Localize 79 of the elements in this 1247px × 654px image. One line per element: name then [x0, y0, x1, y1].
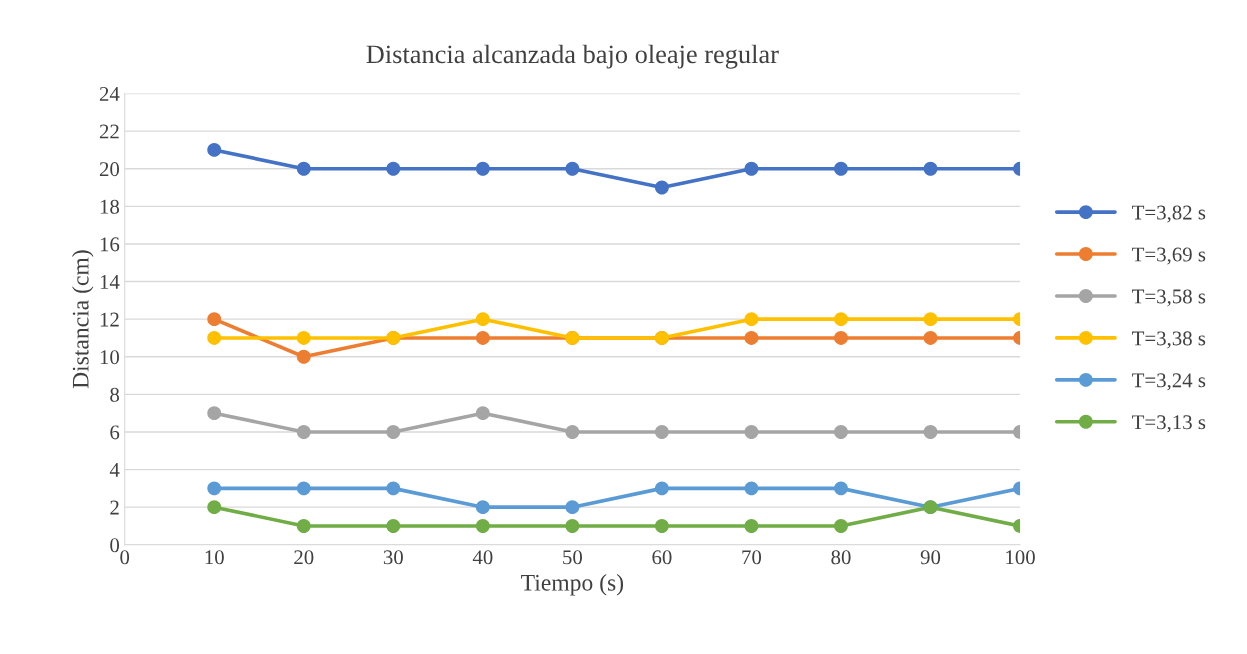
y-axis-title: Distancia (cm) [72, 250, 94, 389]
y-tick-label: 20 [99, 162, 120, 177]
point [207, 406, 222, 421]
point [744, 519, 759, 533]
y-tick-label: 10 [100, 350, 120, 365]
point [565, 161, 580, 176]
legend-label: T=3,82 s [1132, 205, 1206, 223]
x-tick-label: 20 [294, 550, 314, 565]
point [654, 519, 669, 533]
point [923, 425, 938, 439]
point [386, 161, 401, 176]
point [565, 500, 580, 515]
point [207, 142, 222, 157]
x-tick-label: 100 [1006, 550, 1035, 565]
x-tick-label: 10 [205, 550, 224, 565]
point [386, 519, 401, 533]
point [654, 180, 669, 195]
x-tick-label: 80 [831, 550, 851, 565]
point [475, 161, 490, 176]
point [475, 519, 490, 533]
x-tick-label: 70 [742, 550, 762, 565]
y-tick-label: 14 [100, 275, 120, 289]
point [923, 312, 938, 327]
point [386, 481, 401, 496]
point [296, 481, 311, 496]
point [744, 312, 759, 327]
y-tick-label: 8 [110, 387, 120, 402]
point [834, 425, 848, 439]
point [386, 425, 401, 439]
point [744, 161, 759, 176]
legend-label: T=3,13 s [1132, 415, 1206, 433]
point [475, 312, 490, 327]
y-tick-label: 2 [110, 500, 119, 515]
point [834, 481, 848, 496]
point [475, 331, 490, 345]
point [654, 481, 669, 496]
point [834, 331, 848, 345]
x-tick-label: 90 [920, 550, 941, 565]
x-tick-label: 0 [120, 550, 130, 565]
point [207, 331, 222, 345]
point [565, 425, 580, 439]
point [207, 500, 222, 515]
point [654, 425, 669, 439]
y-tick-label: 18 [100, 199, 120, 214]
point [744, 425, 759, 439]
x-tick-label: 60 [652, 550, 672, 565]
y-tick-label: 4 [109, 463, 120, 477]
point [207, 312, 222, 327]
point [475, 500, 490, 515]
point [923, 331, 938, 345]
point [744, 481, 759, 496]
point [207, 481, 222, 496]
legend-label: T=3,69 s [1132, 247, 1206, 265]
y-tick-label: 0 [110, 538, 120, 553]
point [565, 519, 580, 533]
point [475, 406, 490, 421]
legend-label: T=3,38 s [1132, 331, 1206, 349]
point [296, 331, 311, 345]
y-tick-label: 6 [110, 425, 120, 440]
point [834, 161, 848, 176]
chart-title: Distancia alcanzada bajo oleaje regular [366, 44, 779, 69]
legend-label: T=3,58 s [1132, 289, 1206, 307]
point [834, 519, 848, 533]
point [923, 161, 938, 176]
y-tick-label: 22 [99, 124, 119, 139]
point [296, 425, 311, 439]
x-axis-title: Tiempo (s) [521, 574, 624, 596]
point [744, 331, 759, 345]
legend-label: T=3,24 s [1132, 373, 1206, 391]
point [296, 519, 311, 533]
x-tick-label: 30 [383, 550, 403, 565]
y-tick-label: 16 [100, 237, 120, 252]
point [296, 349, 311, 364]
point [834, 312, 848, 327]
y-tick-label: 24 [99, 86, 120, 101]
x-tick-label: 50 [563, 550, 582, 565]
y-tick-label: 12 [100, 312, 119, 327]
x-tick-label: 40 [472, 550, 493, 565]
point [296, 161, 311, 176]
